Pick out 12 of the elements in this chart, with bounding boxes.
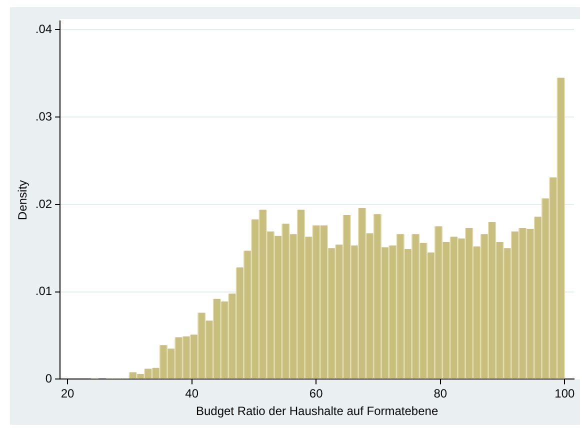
x-tick-label: 40 (185, 386, 199, 401)
x-tick-label: 60 (309, 386, 324, 401)
x-tick-label: 80 (434, 386, 448, 401)
y-tick-label: .03 (35, 109, 52, 124)
x-tick-label: 100 (554, 386, 576, 401)
y-tick-label: .01 (35, 284, 52, 298)
y-tick-label: 0 (45, 372, 52, 386)
x-tick-label: 20 (60, 386, 75, 401)
y-tick-label: .04 (35, 22, 52, 36)
y-axis-title: Density (16, 180, 30, 220)
y-tick-label: .02 (35, 196, 52, 211)
x-axis-title: Budget Ratio der Haushalte auf Formatebene (196, 404, 438, 418)
